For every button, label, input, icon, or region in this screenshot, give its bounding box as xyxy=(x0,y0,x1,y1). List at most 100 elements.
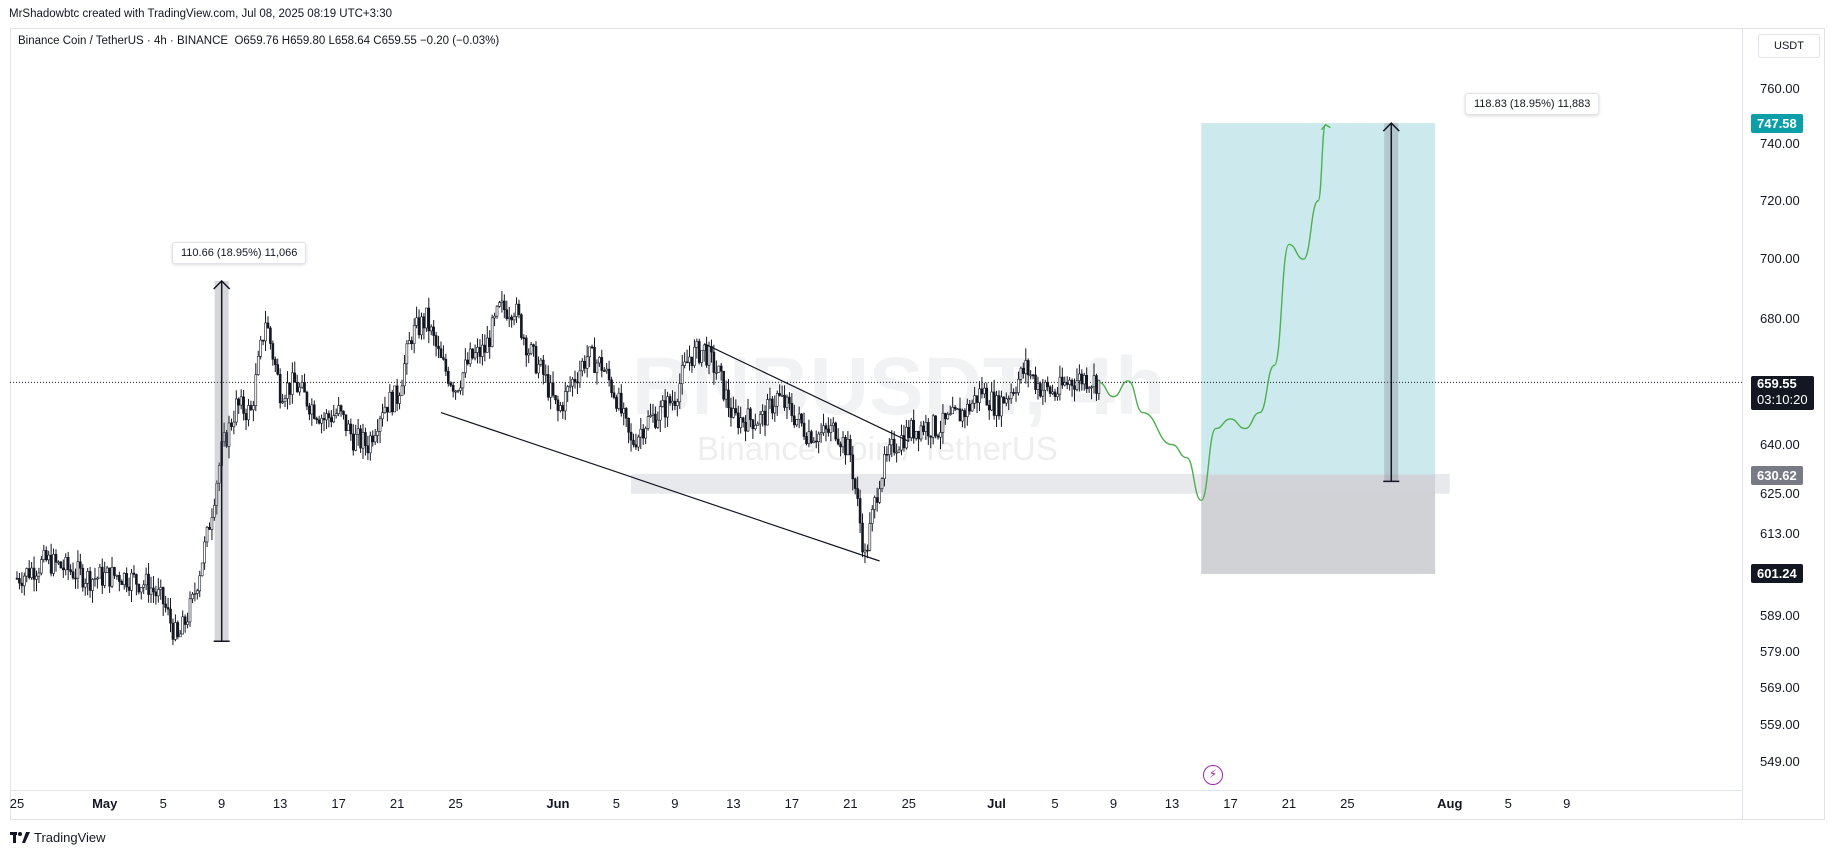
price-axis-label: 613.00 xyxy=(1760,525,1800,541)
candle-up xyxy=(829,425,833,433)
time-axis-label: 9 xyxy=(1109,796,1118,811)
candle-up xyxy=(571,378,574,387)
candle-up xyxy=(956,408,959,411)
projection-path xyxy=(1098,124,1327,502)
candle-down xyxy=(561,405,565,412)
time-axis-label: 5 xyxy=(1051,796,1059,811)
candle-up xyxy=(320,418,323,424)
candle-up xyxy=(110,567,114,587)
candle-up xyxy=(188,598,192,623)
candle-down xyxy=(632,439,635,445)
candle-up xyxy=(420,316,423,336)
candle-down xyxy=(749,408,752,421)
candle-up xyxy=(695,341,699,348)
candle-down xyxy=(844,437,847,456)
candle-down xyxy=(434,335,438,347)
candle-up xyxy=(264,322,267,342)
price-axis-label: 569.00 xyxy=(1760,679,1800,695)
candle-up xyxy=(247,405,250,421)
candle-down xyxy=(74,577,77,580)
candle-down xyxy=(1046,382,1050,388)
candle-down xyxy=(510,316,513,321)
candle-up xyxy=(500,300,504,303)
legend-symbol[interactable]: Binance Coin / TetherUS · 4h · BINANCE xyxy=(18,35,229,47)
candle-up xyxy=(707,345,711,366)
candle-up xyxy=(880,478,884,490)
candle-down xyxy=(293,372,297,383)
candle-down xyxy=(451,384,455,392)
candle-down xyxy=(359,428,362,449)
candle-down xyxy=(1002,396,1006,404)
candle-up xyxy=(159,587,163,590)
candle-down xyxy=(814,440,818,443)
candle-up xyxy=(239,396,243,406)
candle-up xyxy=(493,315,496,319)
price-axis-label: 760.00 xyxy=(1760,81,1800,96)
candle-up xyxy=(512,316,516,321)
candle-down xyxy=(395,385,399,404)
candle-up xyxy=(1014,392,1018,394)
candle-up xyxy=(464,359,467,374)
candle-up xyxy=(537,364,540,374)
candle-up xyxy=(819,432,823,435)
candle-up xyxy=(425,307,428,329)
candle-down xyxy=(79,561,82,569)
candle-down xyxy=(269,327,272,344)
candle-down xyxy=(856,488,859,499)
candle-up xyxy=(651,413,655,416)
candle-up xyxy=(646,416,650,429)
price-axis-label: 625.00 xyxy=(1760,485,1800,501)
footer-brand[interactable]: TradingView xyxy=(10,830,106,845)
candle-down xyxy=(763,410,767,426)
candle-up xyxy=(103,572,107,586)
candle-up xyxy=(337,405,340,414)
candle-down xyxy=(161,587,165,605)
candle-down xyxy=(849,439,852,456)
candle-up xyxy=(671,400,674,404)
candle-up xyxy=(254,374,258,406)
measure-label-right: 118.83 (18.95%) 11,883 xyxy=(1465,93,1600,115)
candle-up xyxy=(544,374,548,376)
candle-down xyxy=(237,398,241,406)
candle-up xyxy=(459,387,462,391)
candle-up xyxy=(42,550,46,560)
candle-down xyxy=(49,554,53,574)
candle-up xyxy=(1056,393,1059,397)
candle-down xyxy=(303,382,306,393)
candle-down xyxy=(32,567,36,580)
candle-down xyxy=(208,526,211,530)
candle-up xyxy=(1097,379,1101,394)
candle-up xyxy=(895,451,898,454)
candle-up xyxy=(973,395,976,404)
time-axis-label: 5 xyxy=(159,796,167,811)
candle-up xyxy=(527,353,531,356)
candle-down xyxy=(478,347,482,357)
candle-down xyxy=(169,608,172,624)
candle-down xyxy=(1061,376,1064,386)
candle-up xyxy=(831,422,835,426)
candle-up xyxy=(408,340,411,345)
candle-up xyxy=(841,437,845,448)
currency-button[interactable]: USDT xyxy=(1758,34,1820,58)
candle-down xyxy=(858,498,862,524)
candle-down xyxy=(612,392,616,398)
candle-up xyxy=(286,382,289,399)
event-lightning-icon[interactable]: ⚡ xyxy=(1203,765,1223,785)
candle-up xyxy=(281,401,284,404)
candle-up xyxy=(23,575,26,587)
candle-up xyxy=(1087,387,1091,390)
candle-up xyxy=(215,482,219,506)
candle-up xyxy=(812,440,816,443)
candle-down xyxy=(1080,373,1084,385)
candle-up xyxy=(941,412,945,433)
candle-down xyxy=(542,359,545,375)
price-axis-border xyxy=(1742,28,1743,820)
candle-down xyxy=(471,348,474,359)
last-price-value: 659.55 xyxy=(1757,376,1797,392)
candle-up xyxy=(846,439,850,456)
candle-up xyxy=(661,400,665,407)
time-axis-label: 17 xyxy=(331,796,346,811)
candle-down xyxy=(953,406,957,410)
candle-down xyxy=(1048,386,1052,394)
